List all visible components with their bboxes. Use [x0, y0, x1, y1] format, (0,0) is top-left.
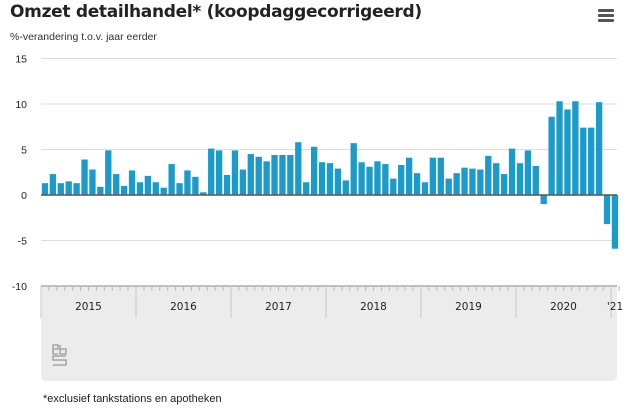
bar — [516, 163, 524, 195]
bar — [398, 164, 405, 195]
bar — [477, 169, 484, 195]
bar — [334, 168, 342, 195]
x-year-label: 2020 — [550, 301, 577, 313]
bar — [144, 175, 152, 195]
bar — [540, 195, 547, 205]
bar — [160, 187, 167, 195]
bar — [326, 163, 334, 195]
bar — [215, 150, 223, 195]
bar — [128, 170, 136, 195]
bar — [255, 156, 262, 195]
x-year-label: 2018 — [360, 301, 387, 313]
bar — [223, 174, 231, 195]
bar — [437, 157, 444, 195]
bar — [500, 174, 508, 195]
bar — [358, 162, 365, 195]
bar — [429, 157, 437, 195]
x-year-label: 2017 — [265, 301, 292, 313]
bar — [105, 150, 112, 195]
bar — [295, 142, 302, 195]
chart-title: Omzet detailhandel* (koopdaggecorrigeerd… — [10, 2, 422, 22]
bar — [120, 185, 128, 195]
bar — [556, 101, 563, 195]
bar — [524, 150, 532, 195]
bar — [595, 102, 603, 195]
bar — [310, 146, 318, 195]
bar — [81, 159, 88, 195]
bar — [453, 173, 460, 195]
bar — [57, 183, 64, 195]
bar — [580, 127, 587, 195]
bar — [413, 173, 421, 195]
bar — [342, 180, 349, 195]
y-tick-label: 0 — [21, 190, 27, 202]
y-tick-label: 15 — [15, 54, 27, 66]
bar — [247, 154, 254, 195]
bar — [564, 109, 571, 195]
bar — [89, 169, 96, 195]
bar — [176, 183, 183, 195]
bar — [318, 162, 326, 195]
bar — [303, 182, 310, 195]
x-year-label: '21 — [607, 301, 623, 313]
cbs-logo-icon — [52, 344, 67, 366]
bar — [421, 182, 429, 195]
bar — [263, 161, 270, 195]
bar — [485, 155, 492, 195]
bar — [231, 150, 239, 195]
y-tick-label: 5 — [21, 145, 27, 157]
bar — [65, 181, 72, 195]
bar — [200, 192, 207, 195]
bar — [41, 183, 49, 195]
x-year-label: 2015 — [75, 301, 102, 313]
bar — [374, 161, 381, 195]
bar — [287, 154, 294, 195]
bar — [493, 163, 500, 195]
bar — [405, 157, 413, 195]
y-tick-label: -10 — [12, 281, 27, 293]
bar — [572, 101, 579, 195]
hamburger-menu-icon[interactable] — [598, 9, 614, 22]
bar — [97, 186, 104, 195]
y-tick-label: -5 — [18, 236, 27, 248]
y-tick-label: 10 — [15, 99, 27, 111]
bar — [239, 169, 247, 195]
bar — [192, 176, 199, 195]
bar — [208, 148, 215, 195]
bar — [532, 165, 539, 195]
bar — [611, 195, 619, 249]
bar — [508, 148, 516, 195]
x-year-label: 2019 — [455, 301, 482, 313]
x-year-label: 2016 — [170, 301, 197, 313]
bar — [184, 170, 191, 195]
bar — [603, 195, 611, 225]
bar — [382, 164, 389, 195]
bar — [113, 174, 120, 195]
bar — [136, 182, 144, 195]
bar — [350, 143, 357, 195]
bar — [49, 174, 57, 195]
bar — [390, 178, 397, 195]
footnote: *exclusief tankstations en apotheken — [43, 393, 222, 405]
bar — [73, 183, 80, 195]
bar — [168, 164, 175, 195]
bar — [366, 166, 373, 195]
bar — [445, 178, 452, 195]
x-axis-panel — [41, 286, 617, 381]
bar — [152, 182, 159, 195]
bar — [279, 154, 286, 195]
bar — [271, 154, 278, 195]
bar — [588, 127, 595, 195]
bar — [461, 167, 468, 195]
bar — [469, 168, 476, 195]
bar — [548, 116, 555, 195]
chart-subtitle: %-verandering t.o.v. jaar eerder — [10, 31, 157, 43]
